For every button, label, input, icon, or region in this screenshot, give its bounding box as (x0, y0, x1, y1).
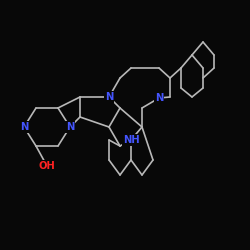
Text: N: N (155, 93, 163, 103)
Text: N: N (105, 92, 113, 102)
Text: OH: OH (38, 161, 56, 171)
Text: NH: NH (123, 135, 139, 145)
Text: N: N (20, 122, 28, 132)
Text: N: N (66, 122, 74, 132)
